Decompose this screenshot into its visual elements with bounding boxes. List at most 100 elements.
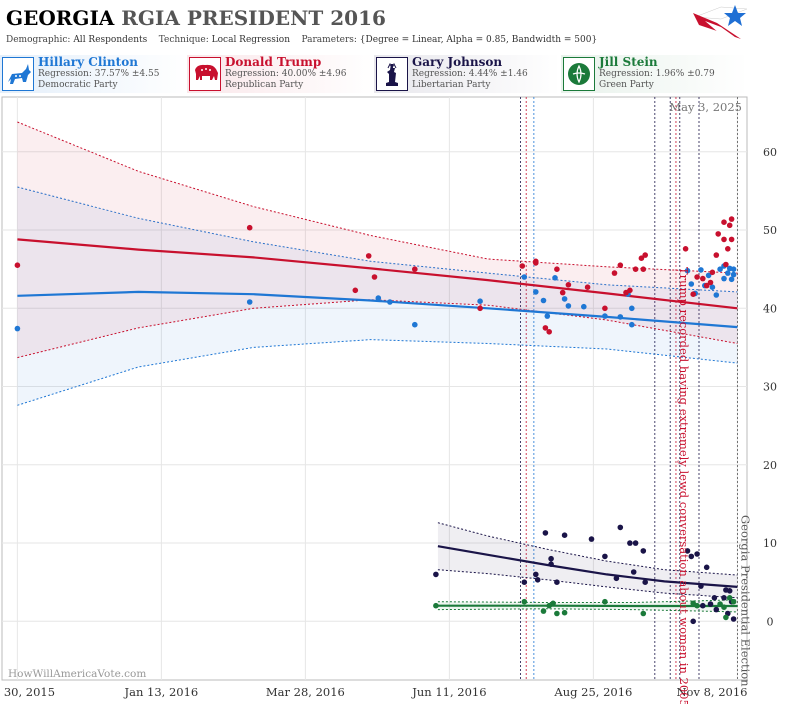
parameters-value: {Degree = Linear, Alpha = 0.85, Bandwidt…	[359, 35, 598, 45]
poll-point-gary-johnson	[602, 553, 608, 560]
poll-point-donald-trump	[721, 236, 727, 243]
poll-point-hillary-clinton	[725, 270, 731, 276]
race-name: RGIA PRESIDENT 2016	[121, 6, 386, 30]
parameters-label: Parameters:	[301, 35, 357, 45]
poll-point-donald-trump	[246, 224, 253, 231]
chart-title: GEORGIA RGIA PRESIDENT 2016	[6, 6, 386, 30]
poll-point-hillary-clinton	[246, 299, 253, 305]
poll-point-gary-johnson	[707, 601, 714, 607]
poll-point-jill-stein	[726, 595, 733, 601]
confidence-band	[17, 122, 738, 358]
poll-point-gary-johnson	[561, 532, 568, 538]
poll-point-donald-trump	[726, 222, 733, 229]
upper-bound-line	[17, 186, 738, 293]
poll-point-hillary-clinton	[561, 296, 568, 302]
y-tick-label: 40	[763, 302, 777, 315]
candidate-name: Hillary Clinton	[38, 55, 138, 69]
donkey-icon	[2, 57, 34, 91]
poll-point-donald-trump	[352, 287, 359, 294]
poll-point-jill-stein	[640, 610, 647, 617]
poll-point-donald-trump	[682, 246, 689, 252]
lower-bound-line	[437, 569, 738, 599]
candidate-gary-johnson: Gary Johnson Regression: 4.44% ±1.46 Liber…	[374, 55, 561, 93]
poll-point-hillary-clinton	[730, 266, 737, 272]
poll-point-gary-johnson	[713, 606, 720, 613]
poll-point-gary-johnson	[588, 536, 595, 542]
poll-point-gary-johnson	[690, 618, 696, 625]
poll-point-donald-trump	[694, 274, 700, 280]
poll-point-hillary-clinton	[717, 266, 723, 272]
x-tick-label: Mar 28, 2016	[266, 685, 345, 699]
poll-point-donald-trump	[519, 263, 526, 269]
y-tick-label: 20	[763, 459, 777, 472]
poll-point-gary-johnson	[554, 579, 560, 585]
confidence-band	[437, 522, 738, 598]
poll-point-donald-trump	[721, 219, 727, 225]
x-tick-label: Nov 8, 2016	[676, 685, 747, 699]
poll-point-gary-johnson	[730, 616, 737, 622]
poll-point-hillary-clinton	[521, 274, 528, 280]
poll-point-donald-trump	[642, 252, 648, 258]
poll-point-gary-johnson	[694, 551, 700, 557]
poll-point-gary-johnson	[433, 571, 439, 578]
poll-point-gary-johnson	[642, 579, 648, 585]
candidate-legend: Hillary Clinton Regression: 37.57% ±4.55 D…	[0, 55, 789, 95]
poll-point-donald-trump	[715, 231, 721, 237]
demographic-value: All Respondents	[73, 35, 148, 45]
poll-point-donald-trump	[627, 287, 633, 294]
y-tick-label: 50	[763, 224, 777, 237]
poll-point-hillary-clinton	[387, 299, 393, 305]
x-tick-label: Aug 25, 2016	[553, 685, 632, 699]
poll-point-hillary-clinton	[552, 275, 558, 281]
poll-point-gary-johnson	[700, 602, 706, 609]
state-name: GEORGIA	[6, 6, 115, 30]
event-annotation: Trump recorded having extremely lewd con…	[677, 267, 691, 704]
poll-point-donald-trump	[546, 329, 552, 335]
lower-bound-line	[17, 299, 738, 359]
poll-point-hillary-clinton	[617, 314, 624, 320]
candidate-regression: Regression: 1.96% ±0.79	[599, 69, 715, 79]
poll-point-hillary-clinton	[544, 313, 551, 319]
y-tick-label: 10	[763, 537, 777, 550]
candidate-donald-trump: Donald Trump Regression: 40.00% ±4.96 Repu…	[187, 55, 374, 93]
poll-point-donald-trump	[728, 216, 735, 222]
poll-point-gary-johnson	[721, 595, 727, 601]
site-logo-icon	[693, 5, 748, 39]
poll-point-gary-johnson	[726, 588, 733, 594]
poll-point-donald-trump	[713, 252, 720, 258]
poll-point-jill-stein	[521, 598, 528, 605]
poll-point-hillary-clinton	[375, 295, 382, 301]
poll-point-donald-trump	[617, 262, 624, 268]
chart-header: GEORGIA RGIA PRESIDENT 2016 Demographic:…	[0, 0, 789, 50]
poll-point-donald-trump	[365, 253, 372, 259]
poll-point-hillary-clinton	[629, 305, 635, 312]
candidate-name: Jill Stein	[599, 55, 658, 69]
x-tick-label: Oct 30, 2015	[0, 685, 55, 699]
poll-point-donald-trump	[703, 282, 710, 289]
poll-point-gary-johnson	[640, 548, 647, 554]
poll-point-hillary-clinton	[698, 267, 704, 273]
x-tick-label: Jun 11, 2016	[411, 685, 486, 699]
poll-point-jill-stein	[730, 598, 737, 605]
poll-point-gary-johnson	[521, 579, 528, 585]
trend-line-gary-johnson	[437, 545, 738, 588]
poll-point-jill-stein	[694, 602, 700, 609]
poll-point-gary-johnson	[632, 540, 639, 546]
poll-point-gary-johnson	[534, 577, 541, 583]
poll-point-jill-stein	[602, 598, 608, 605]
poll-point-hillary-clinton	[540, 297, 547, 304]
candidate-jill-stein: Jill Stein Regression: 1.96% ±0.79 Green P…	[561, 55, 748, 93]
candidate-regression: Regression: 40.00% ±4.96	[225, 69, 347, 79]
poll-point-gary-johnson	[703, 564, 710, 571]
event-annotation: Georgia Presidential Election	[738, 515, 752, 687]
poll-point-donald-trump	[640, 266, 647, 272]
poll-point-hillary-clinton	[684, 267, 691, 274]
poll-point-gary-johnson	[548, 561, 554, 567]
site-watermark: HowWillAmericaVote.com	[8, 668, 146, 680]
poll-point-hillary-clinton	[14, 325, 21, 332]
poll-point-jill-stein	[433, 602, 439, 609]
candidate-regression: Regression: 37.57% ±4.55	[38, 69, 160, 79]
poll-point-donald-trump	[690, 291, 696, 297]
poll-point-jill-stein	[554, 610, 560, 617]
poll-point-gary-johnson	[617, 524, 624, 531]
